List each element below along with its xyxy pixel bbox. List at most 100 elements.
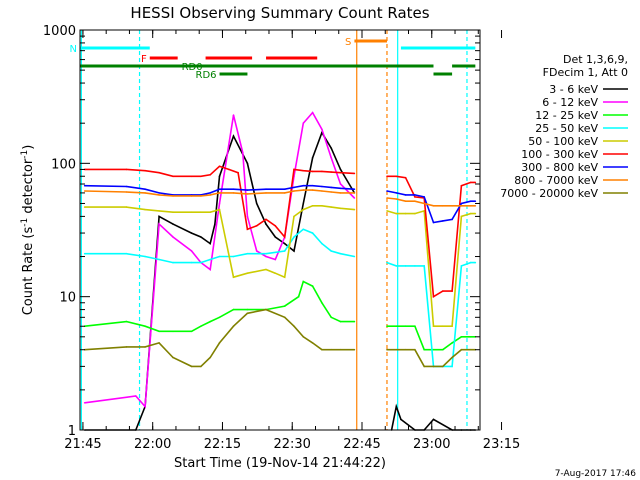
- x-tick-label: 22:00: [134, 437, 171, 452]
- series-point: [353, 208, 356, 211]
- series-line: [387, 348, 476, 368]
- series-point: [339, 171, 342, 174]
- series-point: [386, 261, 388, 264]
- series-point: [255, 225, 258, 227]
- legend-header: Det 1,3,6,9,: [563, 53, 628, 66]
- series-point: [172, 223, 174, 225]
- series-point: [395, 265, 398, 267]
- series-point: [172, 175, 174, 178]
- series-point: [321, 242, 323, 245]
- series-point: [158, 194, 160, 196]
- series-point: [469, 200, 472, 202]
- series-point: [451, 218, 453, 221]
- series-point: [423, 196, 426, 198]
- series-point: [232, 325, 235, 328]
- series-point: [442, 325, 444, 328]
- series-point: [330, 171, 333, 173]
- series-point: [460, 205, 463, 207]
- series-point: [451, 205, 453, 207]
- series-point: [404, 325, 407, 328]
- series-point: [353, 320, 356, 323]
- series-point: [283, 276, 286, 279]
- series-point: [404, 200, 407, 202]
- series-point: [432, 221, 435, 224]
- series-point: [274, 236, 277, 238]
- series-point: [125, 206, 128, 208]
- series-line: [84, 308, 355, 368]
- series-point: [339, 187, 342, 190]
- series-point: [451, 356, 453, 359]
- y-tick-label: 1: [68, 424, 76, 439]
- y-tick-label: 100: [51, 157, 76, 172]
- series-point: [83, 184, 86, 187]
- series-point: [200, 195, 202, 197]
- series-point: [451, 325, 453, 328]
- series-point: [395, 192, 398, 194]
- series-point: [293, 168, 295, 171]
- series-point: [302, 184, 305, 187]
- series-point: [302, 202, 305, 205]
- series-point: [404, 348, 407, 351]
- series-point: [321, 348, 323, 351]
- series-point: [246, 215, 249, 218]
- series-point: [302, 208, 305, 211]
- series-point: [330, 147, 333, 149]
- series-point: [386, 175, 388, 178]
- series-point: [400, 418, 402, 421]
- series-point: [330, 316, 333, 319]
- legend-label: 100 - 300 keV: [521, 148, 598, 161]
- flag-label: F: [141, 54, 147, 65]
- series-point: [339, 168, 342, 171]
- series-8: [83, 308, 477, 368]
- series-point: [214, 223, 216, 225]
- series-point: [311, 232, 314, 234]
- series-1: [83, 111, 356, 409]
- series-point: [283, 242, 286, 245]
- series-point: [321, 185, 323, 188]
- series-point: [83, 252, 86, 255]
- series-point: [265, 223, 267, 225]
- series-point: [414, 265, 416, 267]
- y-axis-label-part3: ): [21, 145, 36, 150]
- series-point: [395, 198, 398, 200]
- series-point: [125, 185, 128, 188]
- series-point: [423, 348, 426, 351]
- series-point: [311, 205, 314, 207]
- series-point: [460, 184, 463, 187]
- series-point: [200, 211, 202, 213]
- series-point: [469, 205, 472, 207]
- series-point: [274, 258, 277, 261]
- series-point: [339, 207, 342, 210]
- series-point: [232, 308, 235, 311]
- series-point: [469, 212, 472, 215]
- legend-label: 6 - 12 keV: [542, 96, 598, 109]
- series-point: [246, 308, 249, 311]
- series-point: [158, 171, 160, 174]
- series-point: [311, 285, 314, 287]
- series-point: [265, 218, 267, 221]
- series-point: [218, 342, 221, 344]
- series-point: [246, 252, 249, 255]
- series-point: [404, 212, 407, 215]
- series-point: [302, 280, 305, 283]
- series-point: [209, 258, 211, 261]
- series-point: [414, 348, 416, 351]
- legend-label: 25 - 50 keV: [535, 122, 598, 135]
- series-point: [404, 265, 407, 267]
- series-point: [218, 255, 221, 258]
- series-point: [293, 236, 295, 238]
- series-point: [190, 175, 193, 178]
- x-tick-label: 22:30: [273, 437, 310, 452]
- series-point: [125, 346, 128, 348]
- series-point: [283, 316, 286, 319]
- series-point: [209, 356, 211, 359]
- series-point: [386, 190, 388, 192]
- legend-header: FDecim 1, Att 0: [543, 66, 628, 79]
- series-point: [209, 268, 211, 271]
- series-point: [451, 342, 453, 344]
- series-point: [218, 192, 221, 194]
- series-point: [200, 261, 202, 264]
- series-line: [84, 184, 355, 196]
- series-point: [353, 172, 356, 175]
